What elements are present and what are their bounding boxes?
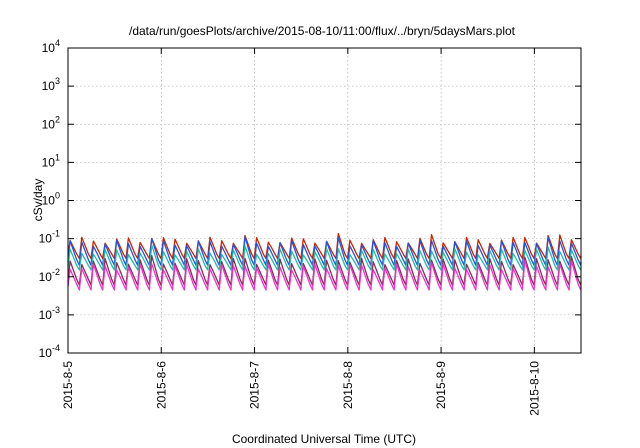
series-line-3 — [67, 244, 582, 271]
y-tick-label: 100 — [42, 191, 60, 208]
x-tick-label: 2015-8-6 — [154, 361, 168, 409]
y-tick-label: 10-2 — [39, 267, 60, 284]
x-tick-label: 2015-8-10 — [527, 361, 541, 416]
chart-title: /data/run/goesPlots/archive/2015-08-10/1… — [129, 24, 516, 38]
y-tick-label: 10-4 — [39, 343, 60, 360]
grid — [68, 48, 581, 353]
y-tick-label: 102 — [42, 114, 60, 131]
y-axis: 10-4 10-3 10-2 10-1 100 101 102 103 104 — [39, 38, 581, 360]
y-tick-label: 10-3 — [39, 305, 60, 322]
x-axis: 2015-8-5 2015-8-6 2015-8-7 2015-8-8 2015-8-9… — [61, 48, 541, 416]
x-tick-label: 2015-8-7 — [248, 361, 262, 409]
x-tick-label: 2015-8-8 — [341, 361, 355, 409]
series-layer — [67, 232, 582, 291]
y-tick-label: 104 — [42, 38, 60, 55]
y-axis-label: cSv/day — [31, 179, 45, 222]
x-tick-label: 2015-8-9 — [434, 361, 448, 409]
y-tick-label: 103 — [42, 76, 60, 93]
y-tick-label: 101 — [42, 152, 60, 169]
x-tick-label: 2015-8-5 — [61, 361, 75, 409]
y-tick-label: 10-1 — [39, 229, 60, 246]
series-line-5 — [67, 259, 582, 291]
x-axis-label: Coordinated Universal Time (UTC) — [232, 432, 416, 446]
